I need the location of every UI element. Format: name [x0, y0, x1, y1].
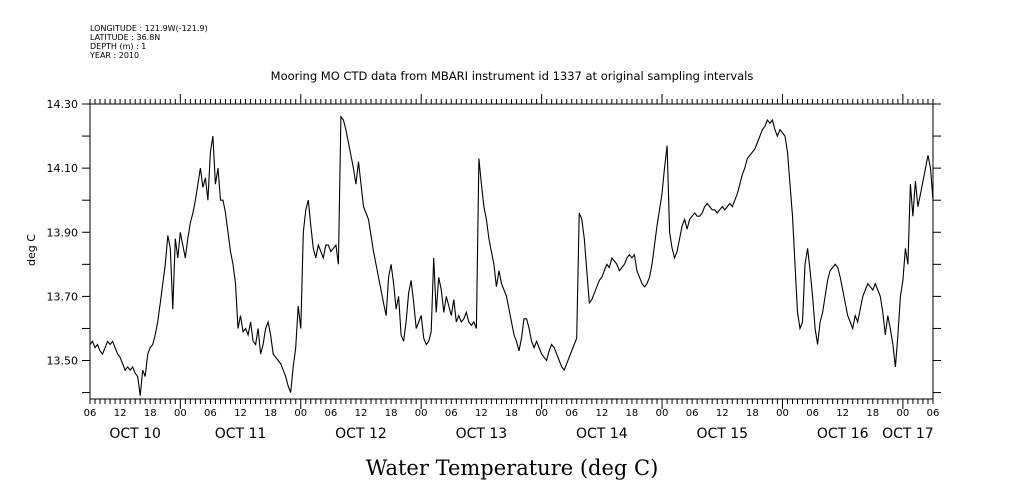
x-tick-label: 18	[264, 408, 277, 419]
x-tick-label: 06	[565, 408, 578, 419]
y-tick-label: 14.10	[47, 162, 79, 175]
day-label: OCT 12	[335, 426, 387, 442]
day-label: OCT 11	[215, 426, 267, 442]
x-tick-label: 18	[505, 408, 518, 419]
x-tick-label: 12	[716, 408, 729, 419]
chart-title: Mooring MO CTD data from MBARI instrumen…	[271, 69, 754, 83]
series-line-water-temperature	[89, 115, 934, 396]
meta-latitude: LATITUDE : 36.8N	[90, 33, 160, 42]
meta-year: YEAR : 2010	[89, 51, 139, 60]
meta-block: LONGITUDE : 121.9W(-121.9) LATITUDE : 36…	[89, 24, 208, 60]
x-tick-label: 00	[897, 408, 910, 419]
x-tick-label: 00	[535, 408, 548, 419]
y-tick-label: 13.90	[47, 226, 79, 239]
y-axis-title: deg C	[25, 234, 38, 266]
y-tick-label: 13.70	[47, 290, 79, 303]
x-tick-label: 18	[144, 408, 157, 419]
x-tick-label: 12	[475, 408, 488, 419]
x-tick-label: 18	[626, 408, 639, 419]
x-tick-label: 12	[355, 408, 368, 419]
day-label: OCT 13	[456, 426, 508, 442]
y-axis-ticks	[82, 103, 941, 394]
y-tick-label: 13.50	[47, 355, 79, 368]
x-tick-label: 00	[656, 408, 669, 419]
day-labels: OCT 10 OCT 11 OCT 12 OCT 13 OCT 14 OCT 15 OCT …	[109, 426, 933, 442]
x-tick-label: 18	[385, 408, 398, 419]
x-tick-label: 00	[776, 408, 789, 419]
plot-area	[89, 115, 934, 396]
x-tick-label: 06	[84, 408, 97, 419]
x-tick-label: 12	[836, 408, 849, 419]
day-label: OCT 15	[696, 426, 748, 442]
x-tick-label: 00	[174, 408, 187, 419]
x-tick-label: 12	[114, 408, 127, 419]
x-tick-label: 18	[746, 408, 759, 419]
x-tick-label: 06	[324, 408, 337, 419]
meta-depth: DEPTH (m) : 1	[90, 42, 146, 51]
day-label: OCT 14	[576, 426, 628, 442]
x-tick-label: 06	[806, 408, 819, 419]
x-tick-label: 06	[204, 408, 217, 419]
x-tick-label: 00	[294, 408, 307, 419]
x-tick-label: 06	[686, 408, 699, 419]
x-tick-label: 06	[445, 408, 458, 419]
day-label: OCT 10	[109, 426, 161, 442]
x-axis-labels: 06 12 18 00 06 12 18 00 06 12 18 00 06 12 18 00 06 12 18 00…	[84, 408, 940, 419]
y-tick-label: 14.30	[47, 98, 79, 111]
x-axis-ticks	[89, 94, 934, 409]
x-tick-label: 18	[866, 408, 879, 419]
x-tick-label: 12	[595, 408, 608, 419]
day-label: OCT 16	[817, 426, 869, 442]
x-tick-label: 00	[415, 408, 428, 419]
day-label: OCT 17	[882, 426, 934, 442]
x-tick-label: 06	[927, 408, 940, 419]
y-axis-labels: 14.30 14.10 13.90 13.70 13.50	[47, 98, 79, 368]
x-tick-label: 12	[234, 408, 247, 419]
meta-longitude: LONGITUDE : 121.9W(-121.9)	[90, 24, 208, 33]
bottom-title: Water Temperature (deg C)	[366, 456, 659, 480]
